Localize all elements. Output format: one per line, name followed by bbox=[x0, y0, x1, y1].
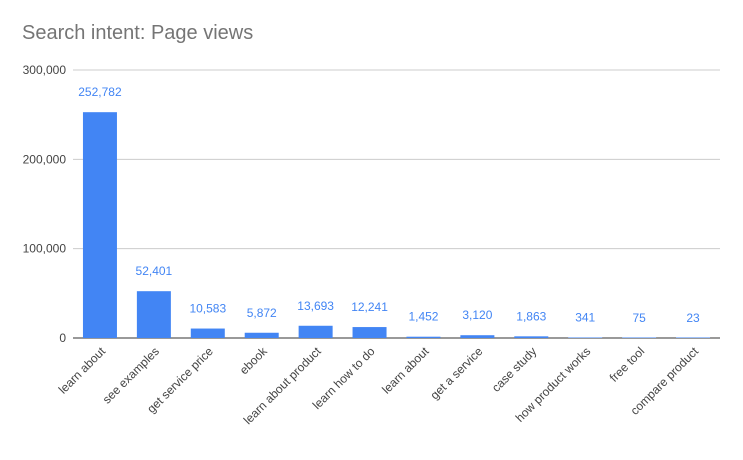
bar bbox=[298, 325, 333, 338]
bar bbox=[676, 337, 711, 338]
data-label: 12,241 bbox=[351, 300, 388, 314]
x-category-label: case study bbox=[489, 344, 539, 394]
bar bbox=[514, 336, 549, 338]
x-category-label: ebook bbox=[237, 344, 271, 378]
bar bbox=[406, 336, 441, 338]
data-label: 52,401 bbox=[136, 264, 173, 278]
data-label: 10,583 bbox=[189, 302, 226, 316]
data-label: 1,863 bbox=[516, 309, 546, 323]
x-category-label: learn about bbox=[379, 344, 432, 397]
bar bbox=[82, 112, 117, 338]
y-tick-label: 100,000 bbox=[23, 242, 67, 256]
x-category-label: learn about bbox=[56, 344, 109, 397]
data-label: 75 bbox=[632, 311, 646, 325]
chart-title: Search intent: Page views bbox=[22, 22, 254, 44]
x-category-label: free tool bbox=[607, 344, 648, 385]
data-label: 23 bbox=[686, 311, 700, 325]
y-tick-label: 300,000 bbox=[23, 63, 67, 77]
data-label: 1,452 bbox=[408, 310, 438, 324]
bar bbox=[244, 332, 279, 338]
data-label: 252,782 bbox=[78, 85, 122, 99]
bar bbox=[136, 291, 171, 338]
y-tick-label: 200,000 bbox=[23, 152, 67, 166]
bar bbox=[622, 337, 657, 338]
bar bbox=[190, 328, 225, 338]
bar bbox=[568, 337, 603, 338]
x-category-label: get a service bbox=[427, 344, 485, 402]
data-label: 13,693 bbox=[297, 299, 334, 313]
y-tick-label: 0 bbox=[59, 331, 66, 345]
data-label: 3,120 bbox=[462, 308, 492, 322]
bar bbox=[460, 335, 495, 338]
data-label: 5,872 bbox=[247, 306, 277, 320]
bar bbox=[352, 327, 387, 338]
data-label: 341 bbox=[575, 311, 595, 325]
